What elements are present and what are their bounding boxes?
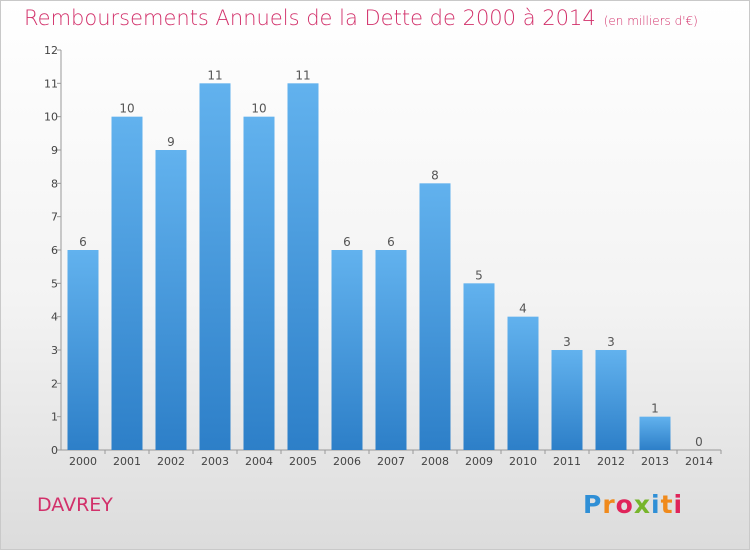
data-label-2014: 0 bbox=[695, 435, 703, 449]
data-label-2009: 5 bbox=[475, 268, 483, 282]
data-label-2011: 3 bbox=[563, 335, 571, 349]
y-tick-label: 6 bbox=[51, 244, 58, 257]
x-tick-label: 2005 bbox=[289, 455, 317, 468]
y-tick-label: 2 bbox=[51, 377, 58, 390]
data-label-2008: 8 bbox=[431, 168, 439, 182]
y-tick-label: 4 bbox=[51, 311, 58, 324]
chart-title: Remboursements Annuels de la Dette de 20… bbox=[24, 6, 698, 30]
logo-letter: i bbox=[673, 490, 684, 519]
bar-2011 bbox=[551, 350, 583, 450]
bar-2008 bbox=[419, 183, 451, 451]
y-tick-label: 7 bbox=[51, 211, 58, 224]
y-tick-label: 11 bbox=[44, 77, 58, 90]
data-label-2005: 11 bbox=[295, 68, 310, 82]
data-label-2002: 9 bbox=[167, 135, 175, 149]
bar-2010 bbox=[507, 316, 539, 450]
data-label-2003: 11 bbox=[207, 68, 222, 82]
data-label-2000: 6 bbox=[79, 235, 87, 249]
y-tick-label: 10 bbox=[44, 111, 58, 124]
data-label-2001: 10 bbox=[119, 102, 134, 116]
x-tick-label: 2002 bbox=[157, 455, 185, 468]
x-tick-label: 2014 bbox=[685, 455, 713, 468]
x-tick-label: 2012 bbox=[597, 455, 625, 468]
title-text: Remboursements Annuels de la Dette de 20… bbox=[24, 6, 596, 30]
chart-subtitle: (en milliers d'€) bbox=[603, 14, 698, 28]
bar-2009 bbox=[463, 283, 495, 450]
proxiti-logo: Proxiti bbox=[583, 490, 683, 519]
data-label-2010: 4 bbox=[519, 302, 527, 316]
x-tick-label: 2004 bbox=[245, 455, 273, 468]
bar-2000 bbox=[67, 250, 99, 450]
x-tick-label: 2013 bbox=[641, 455, 669, 468]
bar-2012 bbox=[595, 350, 627, 450]
bar-2002 bbox=[155, 150, 187, 450]
bar-2006 bbox=[331, 250, 363, 450]
x-tick-label: 2001 bbox=[113, 455, 141, 468]
data-label-2004: 10 bbox=[251, 102, 266, 116]
y-tick-label: 3 bbox=[51, 344, 58, 357]
data-label-2012: 3 bbox=[607, 335, 615, 349]
logo-letter: P bbox=[583, 490, 603, 519]
y-tick-label: 1 bbox=[51, 411, 58, 424]
x-tick-label: 2007 bbox=[377, 455, 405, 468]
x-tick-label: 2006 bbox=[333, 455, 361, 468]
x-tick-label: 2008 bbox=[421, 455, 449, 468]
x-tick-label: 2009 bbox=[465, 455, 493, 468]
logo-letter: x bbox=[633, 490, 651, 519]
bars bbox=[67, 83, 671, 451]
y-tick-label: 0 bbox=[51, 444, 58, 457]
bar-2004 bbox=[243, 116, 275, 451]
x-tick-label: 2000 bbox=[69, 455, 97, 468]
logo-letter: r bbox=[602, 490, 616, 519]
x-tick-label: 2010 bbox=[509, 455, 537, 468]
bar-2013 bbox=[639, 416, 671, 450]
y-tick-label: 9 bbox=[51, 144, 58, 157]
data-label-2013: 1 bbox=[651, 402, 659, 416]
commune-name: DAVREY bbox=[37, 494, 113, 516]
bar-2007 bbox=[375, 250, 407, 450]
y-tick-label: 8 bbox=[51, 177, 58, 190]
y-tick-label: 12 bbox=[44, 44, 58, 57]
data-label-2007: 6 bbox=[387, 235, 395, 249]
data-label-2006: 6 bbox=[343, 235, 351, 249]
logo-letter: t bbox=[660, 490, 674, 519]
x-tick-label: 2003 bbox=[201, 455, 229, 468]
logo-letter: o bbox=[615, 490, 634, 519]
y-tick-label: 5 bbox=[51, 277, 58, 290]
bar-2005 bbox=[287, 83, 319, 450]
logo-letter: i bbox=[651, 490, 661, 519]
bar-2001 bbox=[111, 116, 143, 451]
x-tick-label: 2011 bbox=[553, 455, 581, 468]
bar-2003 bbox=[199, 83, 231, 450]
